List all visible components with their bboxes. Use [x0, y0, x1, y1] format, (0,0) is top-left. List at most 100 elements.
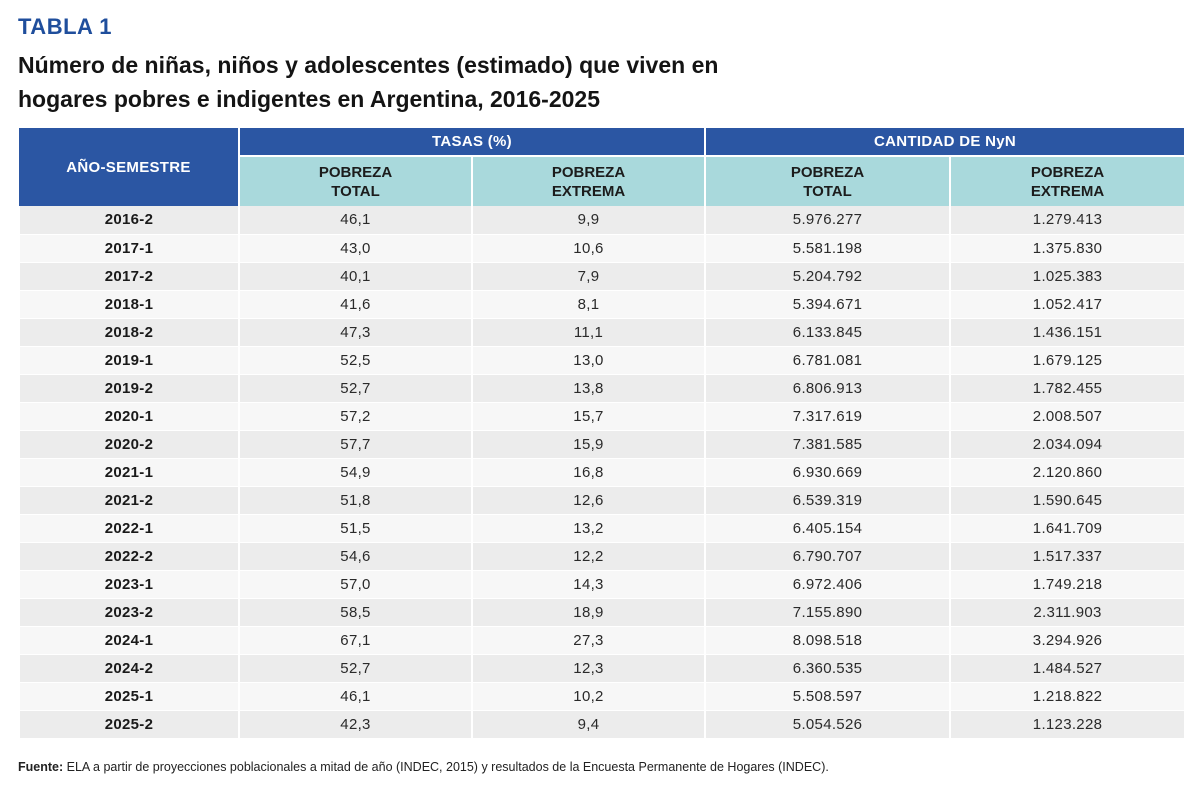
rate-total-cell: 67,1: [238, 626, 473, 655]
rate-total-cell: 57,2: [238, 402, 473, 431]
table-row: 2021-1 54,9 16,8 6.930.669 2.120.860: [18, 458, 1187, 487]
table-row: 2017-2 40,1 7,9 5.204.792 1.025.383: [18, 262, 1187, 291]
count-total-cell: 6.972.406: [704, 570, 952, 599]
rate-extreme-cell: 10,2: [470, 682, 707, 711]
title-line-1: Número de niñas, niños y adolescentes (e…: [18, 52, 719, 78]
rate-total-cell: 42,3: [238, 710, 473, 739]
count-extreme-cell: 2.034.094: [949, 430, 1187, 459]
rate-total-cell: 54,9: [238, 458, 473, 487]
year-column-header: AÑO-SEMESTRE: [19, 128, 240, 206]
count-total-cell: 6.930.669: [704, 458, 952, 487]
count-extreme-cell: 1.782.455: [949, 374, 1187, 403]
count-extreme-cell: 1.218.822: [949, 682, 1187, 711]
count-total-cell: 6.781.081: [704, 346, 952, 375]
count-extreme-cell: 1.484.527: [949, 654, 1187, 683]
rate-extreme-cell: 12,3: [470, 654, 707, 683]
rate-extreme-cell: 18,9: [470, 598, 707, 627]
rate-total-cell: 40,1: [238, 262, 473, 291]
year-cell: 2023-1: [18, 570, 240, 599]
rate-extreme-cell: 15,7: [470, 402, 707, 431]
year-cell: 2025-2: [18, 710, 240, 739]
rate-extreme-header-line-2: EXTREMA: [551, 182, 626, 200]
count-extreme-cell: 1.517.337: [949, 542, 1187, 571]
poverty-table: AÑO-SEMESTRE TASAS (%) CANTIDAD DE NyN P…: [18, 128, 1187, 739]
table-row: 2025-1 46,1 10,2 5.508.597 1.218.822: [18, 682, 1187, 711]
year-cell: 2021-1: [18, 458, 240, 487]
count-total-cell: 6.806.913: [704, 374, 952, 403]
table-row: 2017-1 43,0 10,6 5.581.198 1.375.830: [18, 234, 1187, 263]
table-row: 2021-2 51,8 12,6 6.539.319 1.590.645: [18, 486, 1187, 515]
rate-total-cell: 54,6: [238, 542, 473, 571]
source-text: ELA a partir de proyecciones poblacional…: [66, 760, 829, 774]
count-total-cell: 7.155.890: [704, 598, 952, 627]
year-cell: 2020-2: [18, 430, 240, 459]
year-cell: 2020-1: [18, 402, 240, 431]
year-cell: 2018-2: [18, 318, 240, 347]
rate-total-cell: 52,7: [238, 374, 473, 403]
rate-extreme-cell: 16,8: [470, 458, 707, 487]
rate-total-cell: 57,7: [238, 430, 473, 459]
count-total-cell: 5.976.277: [704, 206, 952, 235]
count-total-cell: 6.360.535: [704, 654, 952, 683]
rate-total-cell: 52,7: [238, 654, 473, 683]
rate-total-cell: 46,1: [238, 206, 473, 235]
table-row: 2024-2 52,7 12,3 6.360.535 1.484.527: [18, 654, 1187, 683]
table-row: 2023-1 57,0 14,3 6.972.406 1.749.218: [18, 570, 1187, 599]
count-extreme-cell: 1.123.228: [949, 710, 1187, 739]
rate-total-cell: 51,5: [238, 514, 473, 543]
count-total-cell: 6.539.319: [704, 486, 952, 515]
count-total-cell: 7.317.619: [704, 402, 952, 431]
count-extreme-cell: 3.294.926: [949, 626, 1187, 655]
count-total-cell: 6.790.707: [704, 542, 952, 571]
rate-total-cell: 43,0: [238, 234, 473, 263]
rate-extreme-cell: 9,4: [470, 710, 707, 739]
year-cell: 2023-2: [18, 598, 240, 627]
year-cell: 2022-2: [18, 542, 240, 571]
count-total-cell: 5.581.198: [704, 234, 952, 263]
year-cell: 2025-1: [18, 682, 240, 711]
count-extreme-cell: 2.008.507: [949, 402, 1187, 431]
year-cell: 2019-1: [18, 346, 240, 375]
rate-extreme-cell: 13,8: [470, 374, 707, 403]
table-row: 2016-2 46,1 9,9 5.976.277 1.279.413: [18, 206, 1187, 235]
count-extreme-cell: 1.641.709: [949, 514, 1187, 543]
count-extreme-header-line-1: POBREZA: [1030, 163, 1105, 181]
rate-extreme-cell: 12,2: [470, 542, 707, 571]
rate-extreme-header: POBREZA EXTREMA: [470, 155, 707, 206]
table-row: 2025-2 42,3 9,4 5.054.526 1.123.228: [18, 710, 1187, 739]
rate-total-header: POBREZA TOTAL: [238, 155, 473, 206]
rate-extreme-cell: 14,3: [470, 570, 707, 599]
count-extreme-cell: 1.025.383: [949, 262, 1187, 291]
rate-extreme-cell: 7,9: [470, 262, 707, 291]
rate-extreme-cell: 13,2: [470, 514, 707, 543]
rate-extreme-cell: 9,9: [470, 206, 707, 235]
table-body: 2016-2 46,1 9,9 5.976.277 1.279.413 2017-1 43,…: [18, 206, 1187, 739]
table-row: 2020-1 57,2 15,7 7.317.619 2.008.507: [18, 402, 1187, 431]
count-extreme-cell: 1.052.417: [949, 290, 1187, 319]
year-cell: 2017-2: [18, 262, 240, 291]
rate-total-cell: 46,1: [238, 682, 473, 711]
count-extreme-cell: 2.120.860: [949, 458, 1187, 487]
rate-extreme-cell: 12,6: [470, 486, 707, 515]
count-total-cell: 6.405.154: [704, 514, 952, 543]
table-row: 2019-1 52,5 13,0 6.781.081 1.679.125: [18, 346, 1187, 375]
rate-extreme-header-line-1: POBREZA: [551, 163, 626, 181]
rate-total-cell: 52,5: [238, 346, 473, 375]
table-row: 2022-2 54,6 12,2 6.790.707 1.517.337: [18, 542, 1187, 571]
year-cell: 2016-2: [18, 206, 240, 235]
table-row: 2024-1 67,1 27,3 8.098.518 3.294.926: [18, 626, 1187, 655]
count-total-cell: 5.054.526: [704, 710, 952, 739]
count-extreme-header: POBREZA EXTREMA: [949, 155, 1187, 206]
rate-extreme-cell: 10,6: [470, 234, 707, 263]
rate-total-header-line-2: TOTAL: [331, 182, 380, 200]
count-total-cell: 5.508.597: [704, 682, 952, 711]
year-cell: 2018-1: [18, 290, 240, 319]
table-row: 2018-2 47,3 11,1 6.133.845 1.436.151: [18, 318, 1187, 347]
count-total-cell: 6.133.845: [704, 318, 952, 347]
rate-total-cell: 57,0: [238, 570, 473, 599]
count-total-header: POBREZA TOTAL: [704, 155, 952, 206]
count-extreme-cell: 1.375.830: [949, 234, 1187, 263]
source-note: Fuente: ELA a partir de proyecciones pob…: [18, 760, 1178, 774]
count-extreme-cell: 1.436.151: [949, 318, 1187, 347]
table-row: 2022-1 51,5 13,2 6.405.154 1.641.709: [18, 514, 1187, 543]
